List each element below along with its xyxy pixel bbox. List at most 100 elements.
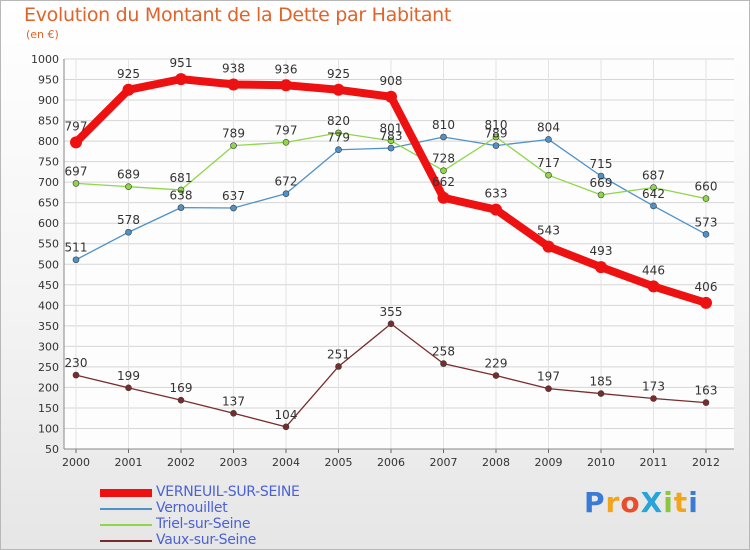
logo-letter: r	[605, 486, 621, 519]
data-point-vernouillet	[125, 228, 132, 236]
data-label-triel: 660	[695, 180, 718, 194]
data-point-verneuil	[542, 240, 555, 253]
data-point-triel	[230, 142, 237, 149]
x-tick-label: 2005	[325, 456, 353, 469]
data-label-vaux: 163	[695, 384, 718, 398]
y-tick-label: 700	[38, 176, 59, 189]
x-tick-label: 2002	[167, 456, 195, 469]
x-tick-label: 2012	[692, 456, 720, 469]
proxiti-logo: ProXiti	[584, 486, 699, 519]
data-label-triel: 687	[642, 168, 665, 182]
data-label-vernouillet: 804	[537, 120, 560, 134]
data-label-verneuil: 908	[380, 74, 403, 88]
logo-letter: X	[640, 486, 664, 519]
data-label-vaux: 230	[65, 356, 88, 370]
y-tick-label: 200	[38, 381, 59, 394]
x-tick-label: 2001	[115, 456, 143, 469]
data-point-verneuil	[490, 203, 502, 216]
y-tick-label: 550	[38, 238, 59, 251]
data-label-triel: 797	[275, 123, 298, 137]
data-point-verneuil	[700, 296, 712, 309]
data-point-vaux	[492, 372, 500, 379]
data-point-vernouillet	[545, 136, 552, 143]
chart-subtitle: (en €)	[26, 28, 59, 41]
x-tick-label: 2009	[535, 456, 563, 469]
data-label-verneuil: 938	[222, 61, 245, 75]
data-label-triel: 810	[485, 118, 508, 132]
data-label-triel: 801	[380, 122, 403, 136]
y-tick-label: 900	[38, 94, 59, 107]
data-point-vaux	[702, 399, 710, 406]
legend-swatch-triel	[100, 524, 152, 526]
data-label-triel: 728	[432, 152, 455, 166]
data-point-vernouillet	[440, 133, 447, 141]
y-tick-label: 50	[45, 443, 59, 456]
data-label-vaux: 229	[485, 357, 508, 371]
data-label-triel: 669	[590, 176, 613, 190]
data-point-verneuil	[595, 261, 607, 274]
y-tick-label: 350	[38, 320, 59, 333]
data-label-vernouillet: 715	[590, 157, 613, 171]
data-point-triel	[177, 186, 185, 194]
y-tick-label: 750	[38, 156, 59, 169]
y-tick-label: 100	[38, 422, 59, 435]
data-point-vaux	[230, 409, 237, 417]
legend-label-vernouillet: Vernouillet	[156, 500, 228, 516]
data-point-vernouillet	[387, 144, 395, 152]
data-label-triel: 789	[222, 127, 245, 141]
y-tick-label: 600	[38, 217, 59, 230]
data-point-verneuil	[385, 90, 397, 103]
x-tick-label: 2006	[377, 456, 405, 469]
legend-label-triel: Triel-sur-Seine	[156, 516, 251, 532]
legend-label-vaux: Vaux-sur-Seine	[156, 532, 257, 548]
y-tick-label: 650	[38, 197, 59, 210]
data-point-vaux	[335, 363, 342, 370]
data-label-verneuil: 797	[65, 119, 88, 133]
x-tick-label: 2008	[482, 456, 510, 469]
data-point-triel	[282, 139, 290, 146]
data-point-vaux	[72, 371, 80, 379]
y-tick-label: 800	[38, 135, 59, 148]
data-point-triel	[545, 171, 552, 179]
y-tick-label: 150	[38, 402, 59, 415]
data-point-verneuil	[227, 78, 240, 91]
data-point-verneuil	[122, 83, 135, 96]
data-point-vaux	[597, 390, 605, 397]
data-label-verneuil: 493	[590, 244, 613, 258]
logo-letter: t	[673, 486, 689, 519]
data-point-vernouillet	[702, 230, 710, 238]
y-tick-label: 250	[38, 361, 59, 374]
data-label-vernouillet: 578	[117, 213, 140, 227]
y-tick-label: 450	[38, 279, 59, 292]
data-point-vernouillet	[492, 142, 500, 149]
data-label-verneuil: 925	[117, 67, 140, 81]
x-tick-label: 2000	[62, 456, 90, 469]
data-point-triel	[440, 167, 447, 174]
y-tick-label: 950	[38, 74, 59, 87]
data-point-vernouillet	[597, 172, 605, 180]
data-label-triel: 689	[117, 168, 140, 182]
data-point-triel	[72, 180, 80, 187]
logo-letter: o	[620, 486, 641, 519]
data-label-vernouillet: 810	[432, 118, 455, 132]
data-label-verneuil: 633	[485, 187, 508, 201]
logo-letter: P	[584, 486, 606, 519]
data-point-vaux	[545, 385, 552, 392]
data-label-vaux: 199	[117, 369, 140, 383]
data-point-vernouillet	[650, 202, 657, 210]
data-point-vaux	[177, 396, 185, 404]
data-label-vaux: 104	[275, 408, 298, 422]
x-tick-label: 2011	[640, 456, 668, 469]
data-point-verneuil	[647, 280, 660, 293]
data-label-verneuil: 543	[537, 224, 560, 238]
x-tick-label: 2004	[272, 456, 300, 469]
data-label-vaux: 197	[537, 370, 560, 384]
data-label-vernouillet: 789	[485, 127, 508, 141]
data-label-verneuil: 936	[275, 62, 298, 76]
data-point-verneuil	[280, 79, 292, 92]
data-label-vaux: 173	[642, 380, 665, 394]
data-point-triel	[125, 183, 132, 190]
logo-letter: i	[688, 486, 699, 519]
data-point-verneuil	[437, 191, 450, 204]
